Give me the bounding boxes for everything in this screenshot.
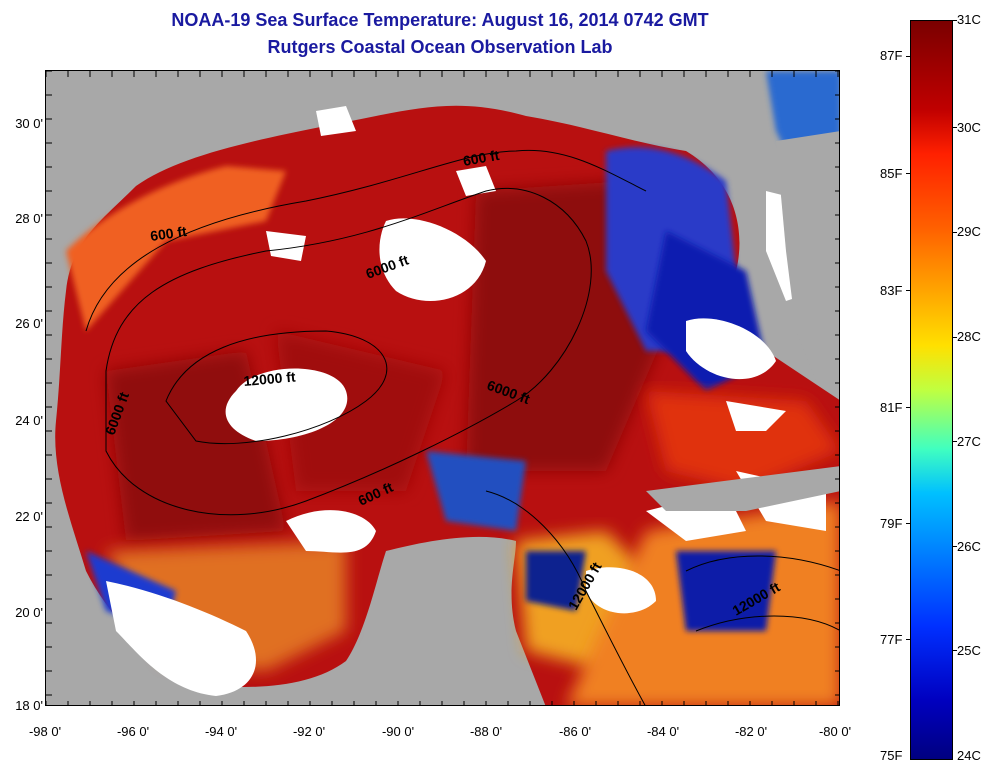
colorbar-fahrenheit-label: 79F: [880, 516, 903, 531]
latitude-label: 28 0': [15, 211, 43, 226]
colorbar-tick: [906, 290, 910, 291]
latitude-label: 18 0': [15, 698, 43, 713]
longitude-label: -94 0': [204, 724, 238, 739]
map-title: NOAA-19 Sea Surface Temperature: August …: [171, 10, 709, 30]
contour-label: 600 ft: [462, 147, 501, 169]
gulf-of-mexico-water: [55, 71, 839, 705]
colorbar-fahrenheit-label: 87F: [880, 48, 903, 63]
latitude-label: 30 0': [15, 116, 43, 131]
colorbar-tick: [953, 232, 957, 233]
contour-label: 600 ft: [149, 223, 188, 244]
longitude-label: -90 0': [381, 724, 415, 739]
longitude-label: -96 0': [116, 724, 150, 739]
colorbar-tick: [953, 337, 957, 338]
map-axis-ticks: [46, 71, 839, 705]
temperature-colorbar: [910, 20, 953, 760]
colorbar-fahrenheit-label: 75F: [880, 748, 903, 763]
colorbar-celsius-label: 29C: [957, 224, 981, 239]
sst-map-canvas: 600 ft 600 ft 6000 ft 12000 ft 6000 ft 6…: [46, 71, 839, 705]
colorbar-tick: [906, 173, 910, 174]
longitude-label: -88 0': [469, 724, 503, 739]
colorbar-fahrenheit-label: 77F: [880, 632, 903, 647]
colorbar-tick: [953, 20, 957, 21]
florida-land: [646, 131, 839, 511]
colorbar-tick: [953, 127, 957, 128]
colorbar-fahrenheit-label: 85F: [880, 166, 903, 181]
longitude-label: -86 0': [558, 724, 592, 739]
colorbar-celsius-label: 24C: [957, 748, 981, 763]
longitude-label: -80 0': [818, 724, 852, 739]
longitude-label: -98 0': [28, 724, 62, 739]
colorbar-celsius-label: 26C: [957, 539, 981, 554]
sea-surface-temperature-map[interactable]: 600 ft 600 ft 6000 ft 12000 ft 6000 ft 6…: [45, 70, 840, 706]
bathymetry-contours: [85, 149, 839, 705]
latitude-label: 22 0': [15, 509, 43, 524]
colorbar-tick: [906, 407, 910, 408]
latitude-label: 24 0': [15, 413, 43, 428]
colorbar-fahrenheit-label: 83F: [880, 283, 903, 298]
colorbar-tick: [953, 546, 957, 547]
colorbar-celsius-label: 27C: [957, 434, 981, 449]
latitude-label: 20 0': [15, 605, 43, 620]
latitude-label: 26 0': [15, 316, 43, 331]
contour-label: 12000 ft: [243, 368, 297, 389]
colorbar-tick: [953, 650, 957, 651]
map-subtitle: Rutgers Coastal Ocean Observation Lab: [267, 37, 613, 57]
colorbar-celsius-label: 25C: [957, 643, 981, 658]
longitude-label: -92 0': [292, 724, 326, 739]
colorbar-tick: [953, 441, 957, 442]
colorbar-fahrenheit-label: 81F: [880, 400, 903, 415]
colorbar-tick: [906, 56, 910, 57]
longitude-label: -84 0': [646, 724, 680, 739]
colorbar-celsius-label: 30C: [957, 120, 981, 135]
colorbar-celsius-label: 28C: [957, 329, 981, 344]
longitude-label: -82 0': [734, 724, 768, 739]
colorbar-tick: [906, 523, 910, 524]
colorbar-celsius-label: 31C: [957, 12, 981, 27]
colorbar-tick: [906, 639, 910, 640]
